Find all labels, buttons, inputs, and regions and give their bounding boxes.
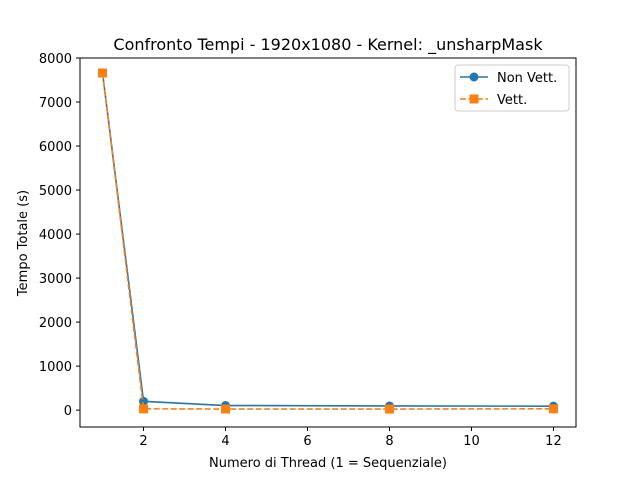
data-point: [139, 404, 149, 414]
legend-marker: [469, 94, 479, 104]
y-axis-label: Tempo Totale (s): [16, 190, 31, 297]
y-tick-label: 4000: [39, 228, 72, 243]
x-tick-label: 12: [545, 434, 562, 449]
data-point: [548, 404, 558, 414]
x-tick-label: 10: [463, 434, 480, 449]
y-tick-label: 2000: [39, 316, 72, 331]
legend-marker: [469, 72, 479, 82]
data-point: [221, 404, 231, 414]
legend-label: Non Vett.: [497, 71, 557, 86]
series-line: [101, 72, 554, 407]
legend-item: Vett.: [460, 93, 527, 108]
chart-title: Confronto Tempi - 1920x1080 - Kernel: _u…: [113, 35, 543, 55]
data-point: [98, 68, 108, 78]
legend-item: Non Vett.: [460, 71, 557, 86]
series-non-vett: [98, 68, 558, 411]
series-vett: [98, 68, 558, 414]
x-axis-ticks: 2 4 6 8 10 12: [139, 427, 562, 449]
series-line: [101, 72, 554, 410]
x-tick-label: 2: [139, 434, 147, 449]
data-point: [384, 404, 394, 414]
y-axis-ticks: 0 1000 2000 3000 4000 5000 6000 7000 8000: [39, 52, 80, 419]
y-tick-label: 5000: [39, 184, 72, 199]
x-tick-label: 8: [385, 434, 393, 449]
x-axis-label: Numero di Thread (1 = Sequenziale): [209, 456, 447, 471]
y-tick-label: 8000: [39, 52, 72, 67]
x-tick-label: 6: [303, 434, 311, 449]
legend: Non Vett. Vett.: [454, 64, 570, 112]
y-tick-label: 6000: [39, 140, 72, 155]
y-tick-label: 0: [64, 404, 72, 419]
plot-series: [98, 68, 558, 414]
data-point: [139, 396, 149, 406]
plot-frame: [79, 57, 577, 428]
y-tick-label: 3000: [39, 272, 72, 287]
x-tick-label: 4: [221, 434, 229, 449]
y-tick-label: 7000: [39, 96, 72, 111]
y-tick-label: 1000: [39, 360, 72, 375]
legend-label: Vett.: [497, 93, 527, 108]
